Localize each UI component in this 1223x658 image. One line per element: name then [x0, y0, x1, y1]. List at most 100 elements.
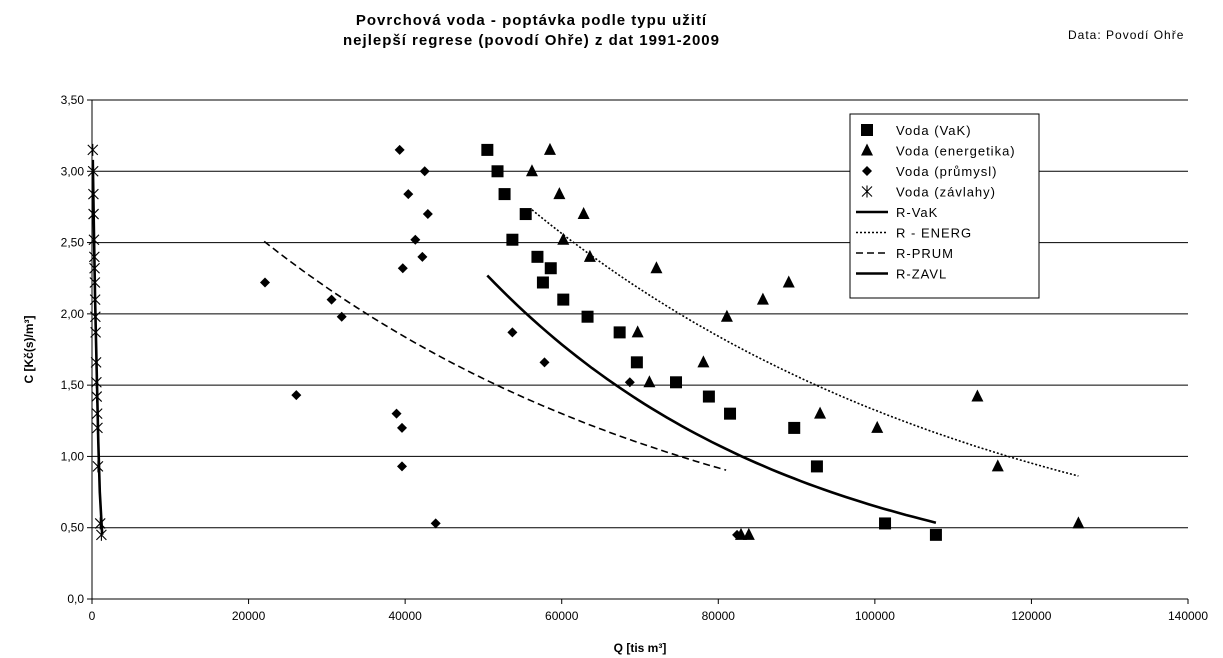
data-point — [583, 249, 596, 262]
series-points-square — [481, 143, 942, 541]
data-point — [91, 390, 103, 403]
legend-label: Voda (energetika) — [896, 144, 1016, 159]
data-point — [397, 422, 408, 433]
data-point — [417, 251, 428, 262]
data-point — [87, 165, 99, 178]
y-tick-label: 3,00 — [61, 164, 85, 178]
data-point — [498, 188, 511, 201]
data-point — [88, 250, 100, 263]
y-tick-label: 1,50 — [61, 378, 85, 392]
x-tick-label: 100000 — [855, 609, 895, 623]
data-point — [481, 143, 494, 156]
data-point — [89, 310, 101, 323]
data-point — [929, 528, 942, 541]
data-point — [525, 164, 538, 177]
data-point — [650, 261, 663, 274]
data-point — [87, 143, 99, 156]
data-point — [756, 292, 769, 305]
data-point — [871, 420, 884, 433]
data-point — [397, 461, 408, 472]
legend-label: R-PRUM — [896, 246, 954, 261]
data-point — [670, 376, 683, 389]
legend-label: R-VaK — [896, 205, 938, 220]
x-tick-label: 20000 — [232, 609, 266, 623]
data-point — [92, 421, 103, 434]
legend-box — [849, 113, 1040, 299]
x-tick-label: 40000 — [388, 609, 422, 623]
data-point — [971, 389, 984, 402]
legend-label: R-ZAVL — [896, 267, 947, 282]
data-point — [613, 326, 626, 339]
data-point — [810, 460, 823, 473]
data-point — [519, 208, 532, 221]
series-line-r-zavl — [91, 159, 104, 535]
data-point — [879, 517, 892, 530]
data-point — [506, 233, 519, 246]
data-point — [89, 262, 100, 275]
data-point — [391, 408, 402, 419]
data-point — [553, 187, 566, 200]
x-tick-label: 0 — [89, 609, 96, 623]
data-point — [90, 326, 101, 339]
y-tick-label: 2,50 — [61, 236, 85, 250]
data-point — [419, 166, 430, 177]
data-point — [326, 294, 337, 305]
chart-title: Povrchová voda - poptávka podle typu uži… — [355, 12, 708, 29]
data-point — [403, 189, 414, 200]
data-point — [702, 390, 715, 403]
data-point — [89, 293, 101, 306]
data-point — [260, 277, 271, 288]
data-point — [336, 311, 347, 322]
data-point — [577, 207, 590, 220]
data-point — [291, 390, 302, 401]
data-point — [397, 263, 408, 274]
data-point — [724, 407, 737, 420]
data-point — [742, 527, 755, 540]
legend-label: Voda (závlahy) — [896, 185, 996, 200]
data-point — [90, 356, 102, 369]
legend-label: Voda (průmysl) — [896, 164, 997, 179]
data-point — [581, 310, 594, 323]
series-points-star — [87, 143, 107, 541]
legend-marker — [862, 166, 872, 176]
data-point — [697, 355, 710, 368]
series-line-r-vak — [486, 274, 937, 524]
chart-subtitle: nejlepší regrese (povodí Ohře) z dat 199… — [343, 32, 720, 49]
series-line-r-energ — [531, 209, 1079, 477]
source-note: Data: Povodí Ohře — [1068, 28, 1185, 42]
legend-marker — [861, 143, 873, 156]
data-point — [94, 517, 106, 530]
x-tick-label: 80000 — [702, 609, 736, 623]
data-point — [544, 262, 557, 275]
data-point — [89, 276, 101, 289]
data-point — [92, 460, 104, 473]
legend-marker — [861, 185, 873, 198]
legend-label: R - ENERG — [896, 226, 972, 241]
data-point — [88, 233, 100, 246]
data-point — [624, 377, 635, 388]
y-tick-label: 1,00 — [61, 449, 85, 463]
y-tick-label: 3,50 — [61, 93, 85, 107]
data-point — [394, 144, 405, 155]
y-tick-label: 0,0 — [67, 592, 84, 606]
series-line-r-prum — [263, 240, 727, 471]
data-point — [788, 421, 801, 434]
x-tick-label: 120000 — [1011, 609, 1051, 623]
data-point — [814, 406, 827, 419]
data-point — [720, 309, 733, 322]
y-tick-label: 2,00 — [61, 307, 85, 321]
data-point — [536, 276, 549, 289]
legend-label: Voda (VaK) — [896, 123, 972, 138]
data-point — [631, 325, 644, 338]
series-points-diamond — [260, 144, 743, 540]
data-point — [422, 209, 433, 220]
data-point — [1072, 516, 1085, 529]
data-point — [507, 327, 518, 338]
data-point — [543, 142, 556, 155]
y-tick-label: 0,50 — [61, 521, 85, 535]
data-point — [630, 356, 643, 369]
data-point — [96, 528, 107, 541]
x-tick-label: 60000 — [545, 609, 579, 623]
data-point — [430, 518, 441, 529]
